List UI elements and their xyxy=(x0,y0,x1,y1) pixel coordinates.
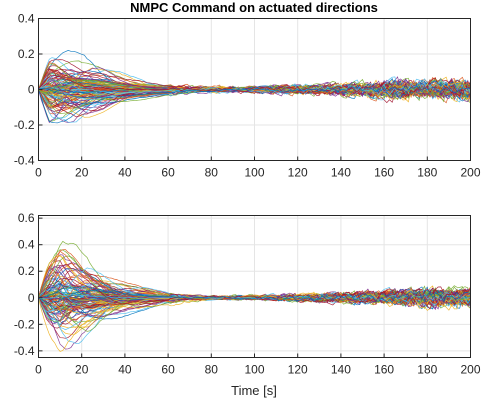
y-tick-label: -0.2 xyxy=(14,118,35,132)
series-line xyxy=(38,74,471,97)
x-tick-label: 80 xyxy=(205,166,219,180)
plot-bottom-ticks: 0 20 40 60 80 100 120 140 160 180 200 -0.4 -0.2 0 0.2 0… xyxy=(14,211,481,376)
x-tick-label: 80 xyxy=(205,363,219,377)
x-axis-label: Time [s] xyxy=(231,383,277,398)
x-tick-label: 140 xyxy=(331,166,351,180)
y-tick-label: 0 xyxy=(28,83,35,97)
plot-bottom: 0 20 40 60 80 100 120 140 160 180 200 -0.4 -0.2 0 0.2 0… xyxy=(14,211,481,376)
series-line xyxy=(38,292,471,304)
chart-title: NMPC Command on actuated directions xyxy=(130,0,378,15)
plot-top-lines-clip xyxy=(38,50,471,124)
y-tick-label: 0.4 xyxy=(18,12,35,26)
x-tick-label: 20 xyxy=(75,363,89,377)
y-tick-label: 0.4 xyxy=(18,238,35,252)
series-line xyxy=(38,286,471,304)
y-tick-label: 0.2 xyxy=(18,264,35,278)
x-tick-label: 160 xyxy=(374,363,394,377)
plot-bottom-series xyxy=(38,240,471,352)
y-tick-label: -0.2 xyxy=(14,317,35,331)
x-tick-label: 200 xyxy=(460,363,480,377)
x-tick-label: 180 xyxy=(417,363,437,377)
x-tick-label: 0 xyxy=(35,166,42,180)
x-tick-label: 100 xyxy=(244,363,264,377)
x-tick-label: 20 xyxy=(75,166,89,180)
plot-top-series xyxy=(38,50,471,124)
y-tick-label: -0.4 xyxy=(14,344,35,358)
plot-bottom-lines-clip xyxy=(38,240,471,352)
x-tick-label: 0 xyxy=(35,363,42,377)
x-tick-label: 60 xyxy=(161,166,175,180)
x-tick-label: 140 xyxy=(331,363,351,377)
x-tick-label: 180 xyxy=(417,166,437,180)
x-tick-label: 200 xyxy=(460,166,480,180)
plot-top: 0 20 40 60 80 100 120 140 160 180 200 -0.4 -0.2 0 0.2 0… xyxy=(14,12,481,180)
x-tick-label: 120 xyxy=(288,363,308,377)
series-line xyxy=(38,85,471,99)
y-tick-label: 0.2 xyxy=(18,47,35,61)
y-tick-label: 0.6 xyxy=(18,211,35,225)
x-tick-label: 160 xyxy=(374,166,394,180)
x-tick-label: 120 xyxy=(288,166,308,180)
series-line xyxy=(38,77,471,114)
series-line xyxy=(38,280,471,332)
x-tick-label: 40 xyxy=(118,166,132,180)
plot-top-ticks: 0 20 40 60 80 100 120 140 160 180 200 -0.4 -0.2 0 0.2 0… xyxy=(14,12,481,180)
x-tick-label: 40 xyxy=(118,363,132,377)
series-line xyxy=(38,85,471,99)
y-tick-label: -0.4 xyxy=(14,154,35,168)
series-line xyxy=(38,290,471,352)
y-tick-label: 0 xyxy=(28,291,35,305)
x-tick-label: 60 xyxy=(161,363,175,377)
x-tick-label: 100 xyxy=(244,166,264,180)
